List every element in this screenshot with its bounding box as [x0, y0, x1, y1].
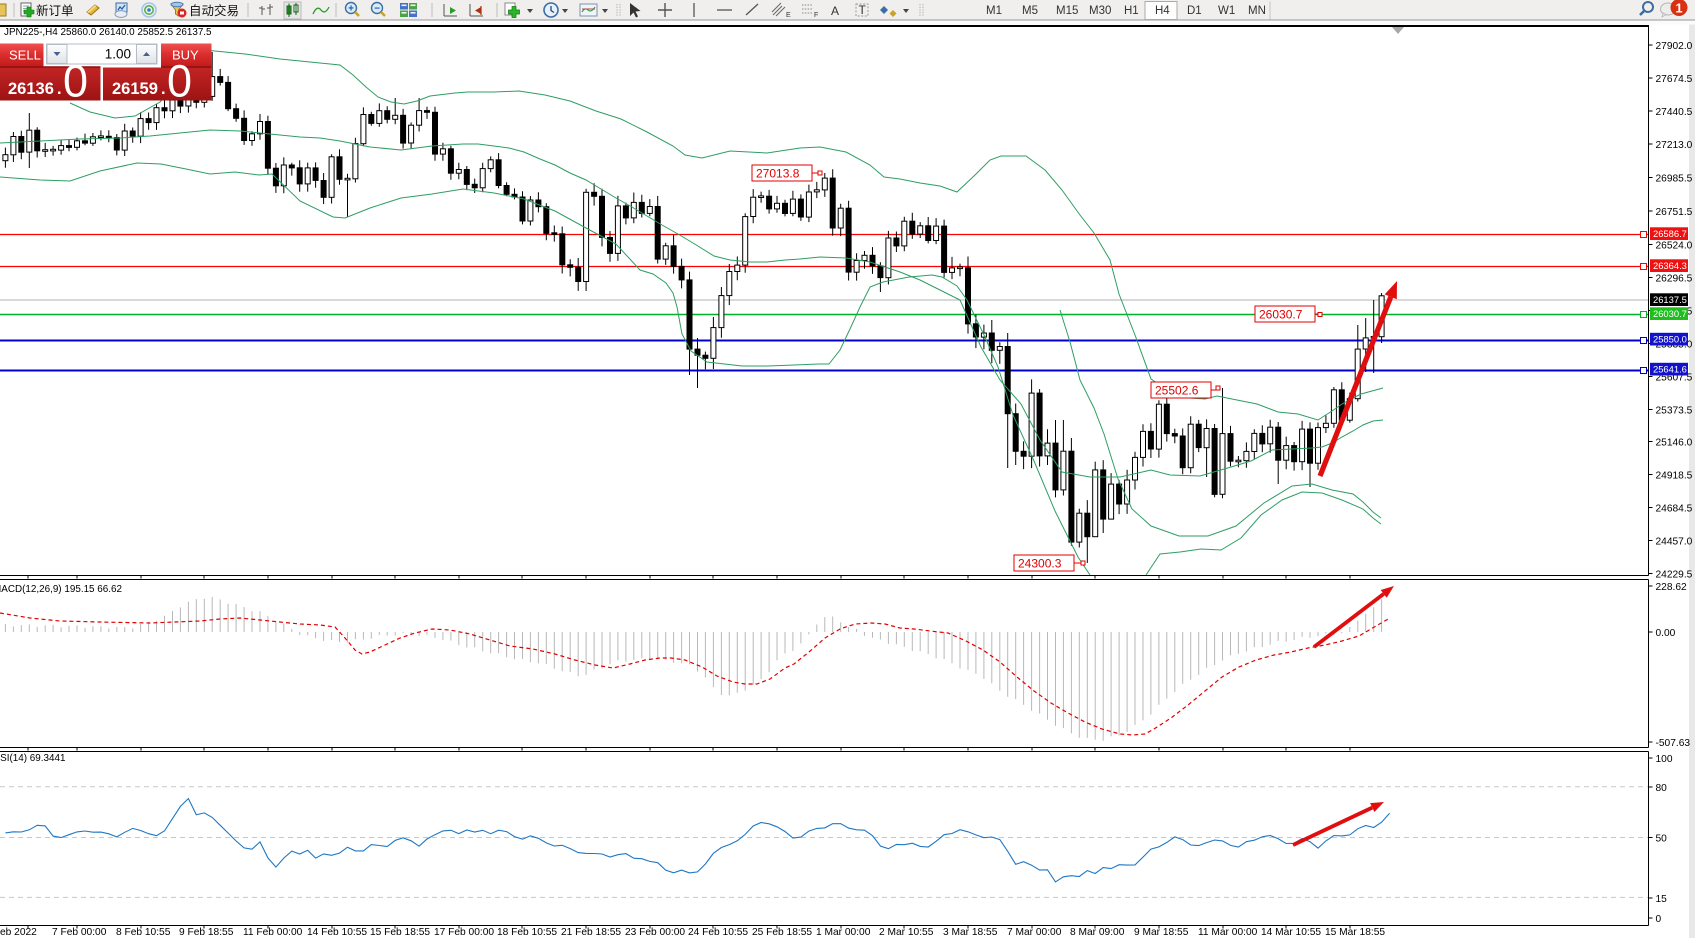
svg-text:21 Feb 18:55: 21 Feb 18:55	[561, 927, 621, 938]
svg-text:8 Mar 09:00: 8 Mar 09:00	[1070, 927, 1125, 938]
svg-text:.: .	[57, 80, 62, 98]
svg-text:50: 50	[1656, 834, 1668, 845]
svg-text:11 Feb 00:00: 11 Feb 00:00	[243, 927, 303, 938]
svg-text:9 Mar 18:55: 9 Mar 18:55	[1134, 927, 1189, 938]
svg-text:7 Feb 00:00: 7 Feb 00:00	[52, 927, 107, 938]
svg-text:26364.3: 26364.3	[1653, 260, 1687, 271]
svg-text:W1: W1	[1218, 5, 1235, 17]
svg-text:−: −	[374, 4, 380, 15]
svg-text:15 Feb 18:55: 15 Feb 18:55	[370, 927, 430, 938]
svg-text:eb 2022: eb 2022	[0, 927, 37, 938]
svg-text:3 Mar 18:55: 3 Mar 18:55	[943, 927, 998, 938]
svg-text:26030.7: 26030.7	[1653, 308, 1687, 319]
svg-text:25 Feb 18:55: 25 Feb 18:55	[752, 927, 812, 938]
svg-text:27213.0: 27213.0	[1656, 140, 1693, 151]
svg-text:MN: MN	[1248, 5, 1266, 17]
svg-text:27013.8: 27013.8	[756, 167, 800, 181]
svg-text:0.00: 0.00	[1656, 628, 1676, 639]
svg-text:1: 1	[1675, 1, 1682, 16]
svg-text:24684.5: 24684.5	[1656, 504, 1693, 515]
svg-text:26136: 26136	[8, 80, 54, 98]
svg-text:7 Mar 00:00: 7 Mar 00:00	[1007, 927, 1062, 938]
svg-text:A: A	[831, 4, 839, 18]
svg-text:11 Mar 00:00: 11 Mar 00:00	[1198, 927, 1258, 938]
svg-text:27440.5: 27440.5	[1656, 107, 1693, 118]
svg-text:24229.5: 24229.5	[1656, 570, 1693, 581]
svg-text:26159: 26159	[112, 80, 158, 98]
svg-text:26985.5: 26985.5	[1656, 174, 1693, 185]
svg-text:26137.5: 26137.5	[1653, 294, 1687, 305]
svg-text:E: E	[786, 12, 791, 19]
svg-text:228.62: 228.62	[1656, 582, 1687, 593]
svg-text:BUY: BUY	[172, 48, 199, 63]
svg-text:23 Feb 00:00: 23 Feb 00:00	[625, 927, 685, 938]
svg-text:M1: M1	[986, 5, 1002, 17]
svg-text:24300.3: 24300.3	[1018, 557, 1062, 571]
svg-text:D1: D1	[1187, 5, 1202, 17]
svg-text:100: 100	[1656, 754, 1673, 765]
svg-text:24 Feb 10:55: 24 Feb 10:55	[688, 927, 748, 938]
svg-text:25373.5: 25373.5	[1656, 406, 1693, 417]
svg-text:80: 80	[1656, 783, 1668, 794]
svg-text:27902.0: 27902.0	[1656, 41, 1693, 52]
svg-text:.: .	[161, 80, 166, 98]
svg-text:26030.7: 26030.7	[1259, 308, 1303, 322]
svg-text:1.00: 1.00	[105, 47, 131, 62]
svg-text:15 Mar 18:55: 15 Mar 18:55	[1325, 927, 1385, 938]
svg-text:MACD(12,26,9) 195.15 66.62: MACD(12,26,9) 195.15 66.62	[0, 584, 122, 595]
svg-text:25146.0: 25146.0	[1656, 438, 1693, 449]
svg-text:H1: H1	[1124, 5, 1139, 17]
svg-text:26586.7: 26586.7	[1653, 228, 1687, 239]
svg-text:1 Mar 00:00: 1 Mar 00:00	[816, 927, 871, 938]
svg-text:24457.0: 24457.0	[1656, 537, 1693, 548]
svg-text:25502.6: 25502.6	[1155, 384, 1199, 398]
svg-text:25641.6: 25641.6	[1653, 364, 1687, 375]
svg-text:17 Feb 00:00: 17 Feb 00:00	[434, 927, 494, 938]
svg-text:M30: M30	[1089, 5, 1111, 17]
svg-text:0: 0	[63, 56, 88, 107]
svg-text:SELL: SELL	[9, 48, 41, 63]
svg-text:25850.0: 25850.0	[1653, 334, 1687, 345]
svg-text:0: 0	[1656, 914, 1662, 925]
svg-text:H4: H4	[1155, 5, 1170, 17]
svg-text:27674.5: 27674.5	[1656, 74, 1693, 85]
svg-text:24918.5: 24918.5	[1656, 471, 1693, 482]
svg-text:M5: M5	[1022, 5, 1038, 17]
svg-text:26524.0: 26524.0	[1656, 241, 1693, 252]
svg-text:M15: M15	[1056, 5, 1078, 17]
svg-text:15: 15	[1656, 894, 1668, 905]
svg-text:-507.63: -507.63	[1656, 738, 1691, 749]
svg-text:9 Feb 18:55: 9 Feb 18:55	[179, 927, 234, 938]
svg-text:RSI(14) 69.3441: RSI(14) 69.3441	[0, 753, 66, 764]
svg-text:14 Mar 10:55: 14 Mar 10:55	[1261, 927, 1321, 938]
svg-text:25607.5: 25607.5	[1656, 373, 1693, 384]
svg-text:14 Feb 10:55: 14 Feb 10:55	[307, 927, 367, 938]
svg-text:新订单: 新订单	[36, 3, 74, 18]
svg-text:+: +	[348, 4, 354, 15]
svg-text:JPN225-,H4 25860.0 26140.0 25: JPN225-,H4 25860.0 26140.0 25852.5 26137…	[4, 27, 212, 38]
svg-text:0: 0	[167, 56, 192, 107]
svg-text:18 Feb 10:55: 18 Feb 10:55	[497, 927, 557, 938]
svg-text:F: F	[814, 12, 818, 19]
svg-text:自动交易: 自动交易	[189, 3, 239, 18]
svg-text:T: T	[859, 3, 867, 17]
svg-text:26751.5: 26751.5	[1656, 207, 1693, 218]
svg-text:8 Feb 10:55: 8 Feb 10:55	[116, 927, 171, 938]
svg-text:26296.5: 26296.5	[1656, 274, 1693, 285]
svg-text:2 Mar 10:55: 2 Mar 10:55	[879, 927, 934, 938]
